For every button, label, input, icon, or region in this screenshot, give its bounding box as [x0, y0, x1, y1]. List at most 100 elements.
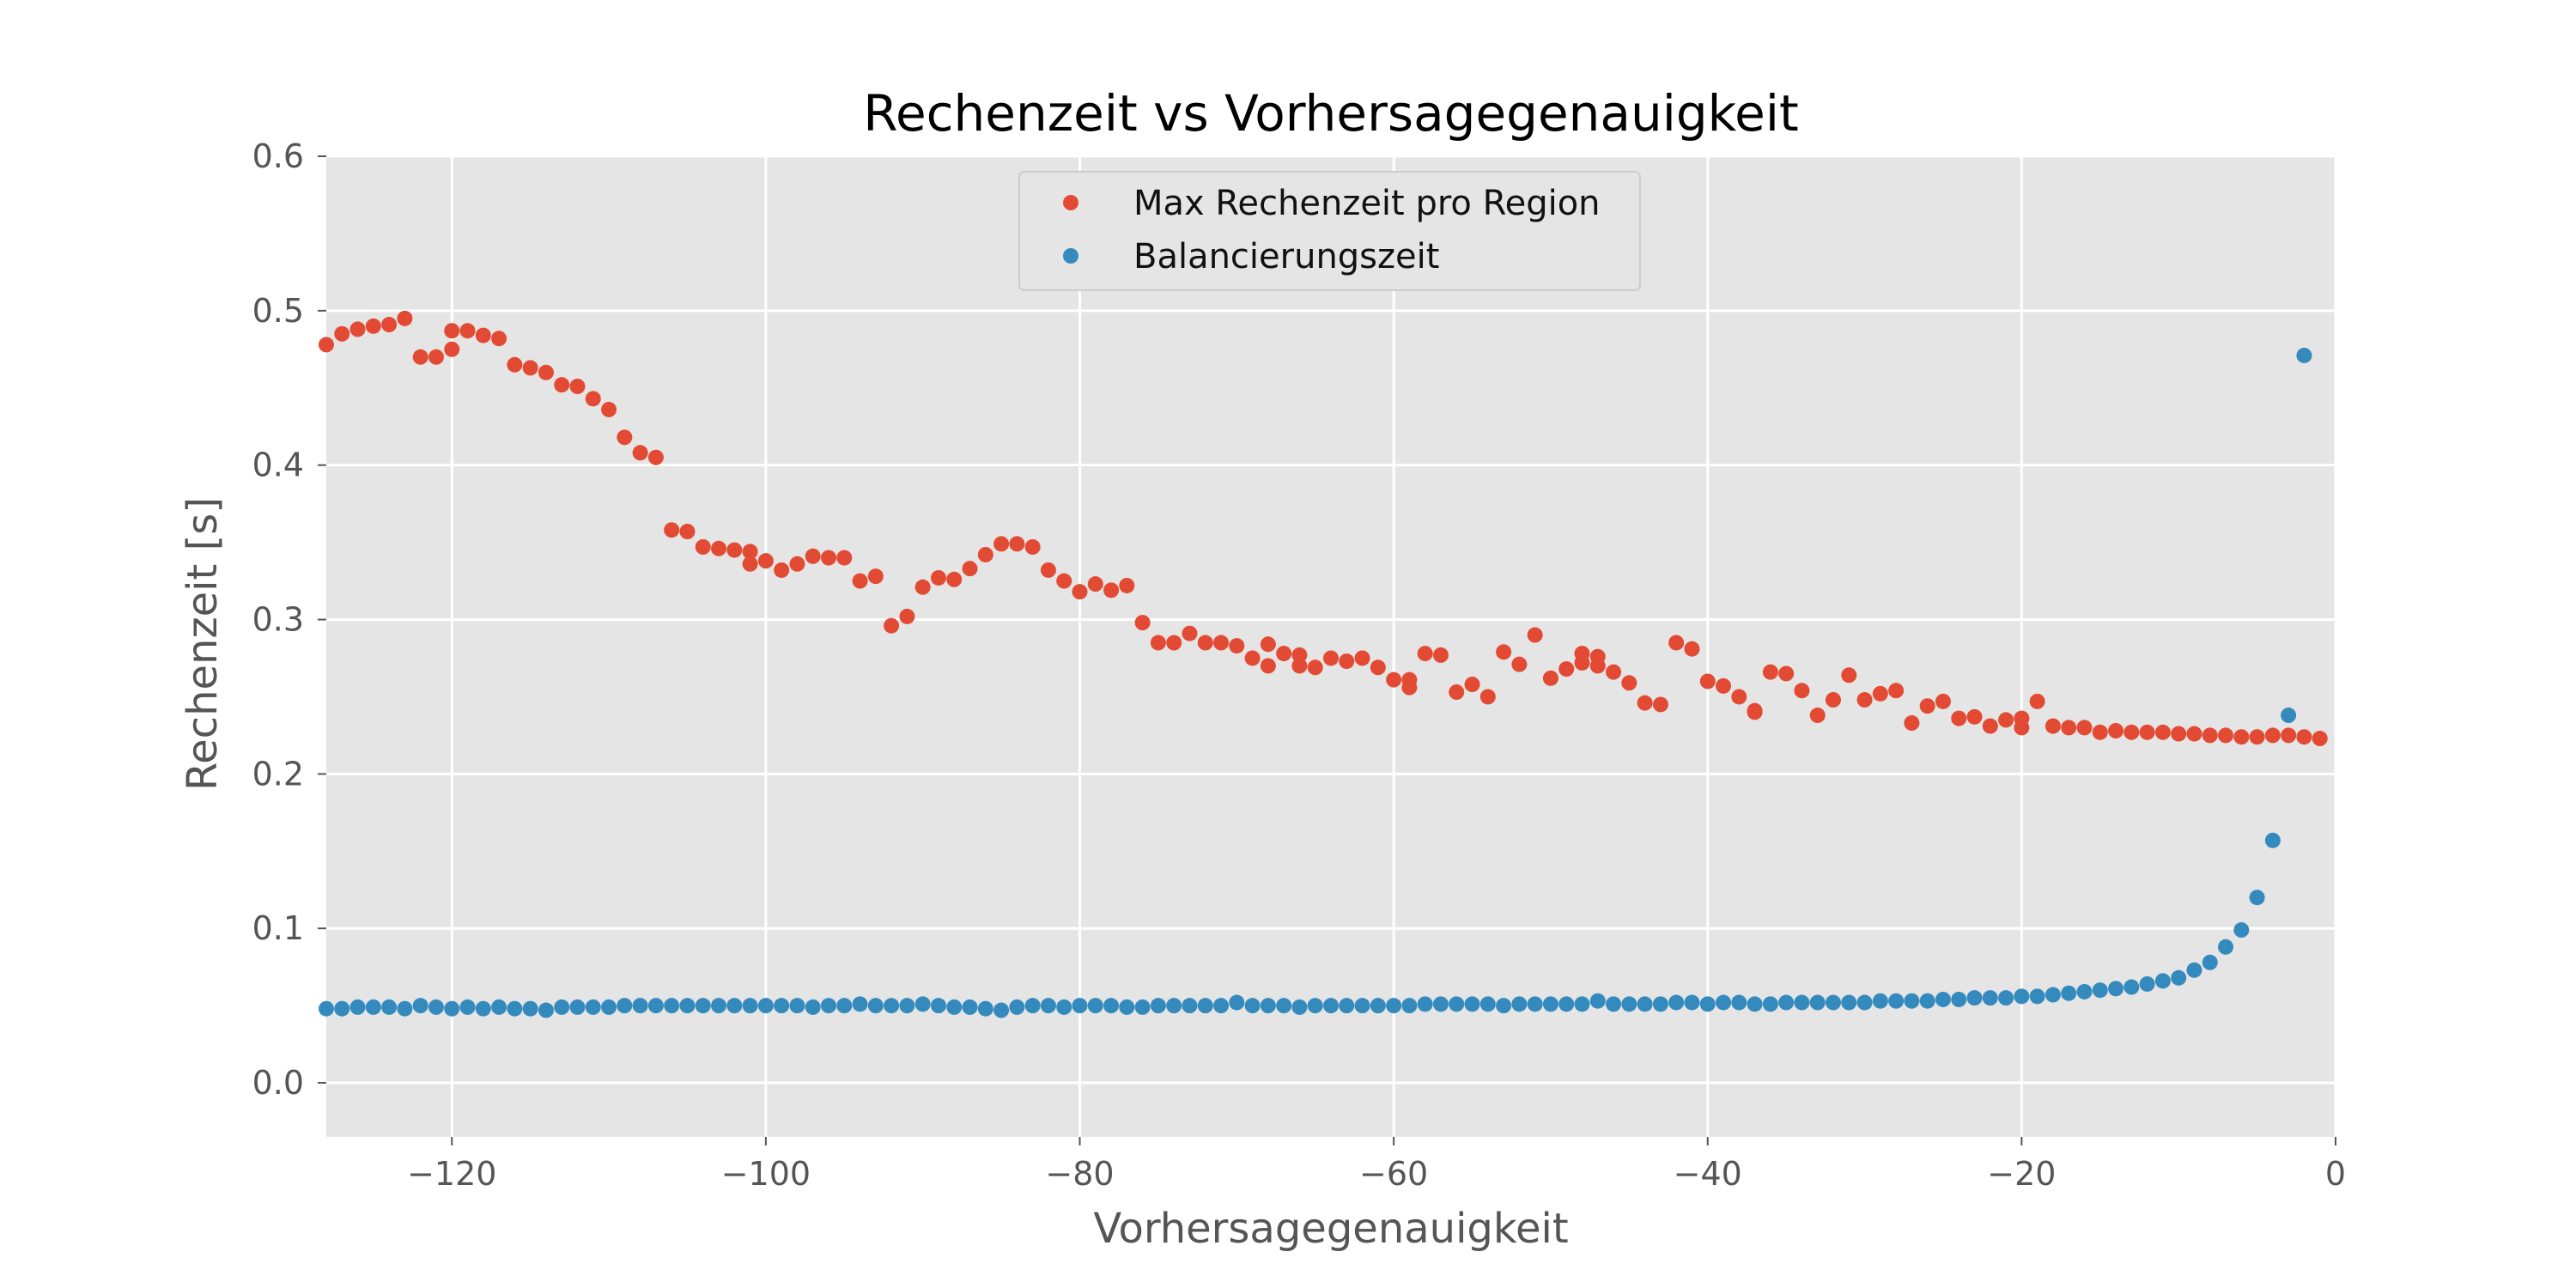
data-point — [1998, 990, 2014, 1006]
data-point — [1119, 577, 1135, 593]
data-point — [1276, 646, 1292, 662]
data-point — [1731, 689, 1747, 705]
legend-marker-max-rechenzeit — [1063, 195, 1078, 210]
data-point — [1982, 718, 1998, 734]
data-point — [1856, 692, 1873, 708]
data-point — [522, 360, 538, 376]
legend: Max Rechenzeit pro Region Balancierungsz… — [1018, 171, 1641, 291]
data-point — [930, 569, 946, 586]
data-point — [1589, 658, 1606, 674]
data-point — [977, 1000, 993, 1017]
data-point — [475, 327, 491, 343]
data-point — [884, 617, 900, 634]
data-point — [459, 999, 476, 1015]
data-point — [444, 1000, 460, 1017]
data-point — [726, 542, 743, 558]
x-tick-label: −20 — [1987, 1155, 2056, 1193]
data-point — [1527, 996, 1543, 1012]
data-point — [2061, 985, 2077, 1001]
data-point — [1323, 998, 1339, 1014]
data-point — [647, 998, 664, 1014]
data-point — [1684, 641, 1700, 657]
data-point — [1935, 991, 1951, 1007]
data-point — [365, 999, 381, 1015]
data-point — [381, 999, 398, 1015]
data-point — [1244, 998, 1261, 1014]
data-point — [1024, 539, 1041, 556]
data-point — [1307, 659, 1323, 676]
data-point — [2171, 726, 2187, 742]
grid-lines — [326, 155, 2337, 1137]
data-point — [867, 568, 884, 585]
data-point — [2202, 727, 2218, 744]
data-point — [397, 1000, 413, 1017]
series-1 — [319, 347, 2312, 1018]
data-point — [1432, 996, 1449, 1012]
data-point — [1056, 573, 1072, 589]
data-point — [1197, 998, 1213, 1014]
data-point — [1606, 996, 1622, 1012]
data-point — [1778, 994, 1795, 1011]
data-point — [507, 1000, 523, 1017]
y-tick-label: 0.0 — [252, 1064, 304, 1102]
data-point — [1668, 994, 1685, 1011]
data-point — [2139, 975, 2155, 992]
y-tick-label: 0.2 — [252, 755, 304, 793]
data-point — [789, 998, 805, 1014]
data-point — [695, 998, 711, 1014]
data-point — [554, 999, 570, 1015]
data-point — [601, 401, 617, 417]
data-point — [585, 391, 601, 407]
x-axis-ticks: −120 −100 −80 −60 −40 −20 0 — [407, 1137, 2346, 1193]
data-point — [1464, 677, 1480, 693]
data-point — [1166, 635, 1182, 651]
data-point — [491, 331, 507, 347]
data-point — [946, 999, 963, 1015]
data-point — [852, 573, 868, 589]
data-point — [962, 561, 978, 577]
data-point — [742, 544, 758, 560]
data-point — [538, 1002, 554, 1018]
data-point — [1182, 998, 1198, 1014]
data-point — [1134, 999, 1151, 1015]
data-point — [1009, 536, 1025, 552]
data-point — [522, 1000, 538, 1017]
data-point — [1307, 998, 1323, 1014]
data-point — [1966, 708, 1983, 725]
data-point — [2264, 727, 2281, 744]
y-tick-label: 0.4 — [252, 447, 304, 484]
data-point — [1699, 996, 1716, 1012]
data-point — [2186, 726, 2202, 742]
data-point — [1809, 708, 1826, 724]
data-point — [1511, 996, 1528, 1012]
data-point — [554, 377, 570, 393]
data-point — [1982, 990, 1998, 1006]
data-point — [2218, 939, 2234, 955]
data-point — [1637, 996, 1653, 1012]
data-point — [1574, 654, 1590, 671]
x-tick-label: 0 — [2325, 1155, 2346, 1193]
y-tick-label: 0.5 — [252, 292, 304, 330]
data-point — [1260, 998, 1276, 1014]
data-point — [632, 998, 648, 1014]
data-point — [569, 999, 586, 1015]
data-point — [2281, 708, 2297, 724]
data-point — [1841, 667, 1857, 683]
data-point — [412, 349, 428, 365]
data-point — [1166, 998, 1182, 1014]
data-point — [1652, 696, 1668, 713]
data-point — [1731, 994, 1747, 1011]
data-point — [993, 1002, 1010, 1018]
data-point — [1558, 661, 1575, 677]
x-tick-label: −100 — [721, 1155, 811, 1193]
data-point — [1213, 998, 1230, 1014]
data-point — [1009, 999, 1025, 1015]
data-point — [1762, 664, 1778, 680]
data-point — [397, 310, 413, 326]
data-point — [805, 999, 821, 1015]
data-point — [1511, 656, 1528, 672]
data-point — [821, 550, 836, 566]
data-point — [1260, 658, 1276, 674]
data-point — [726, 998, 743, 1014]
data-point — [1794, 683, 1810, 699]
